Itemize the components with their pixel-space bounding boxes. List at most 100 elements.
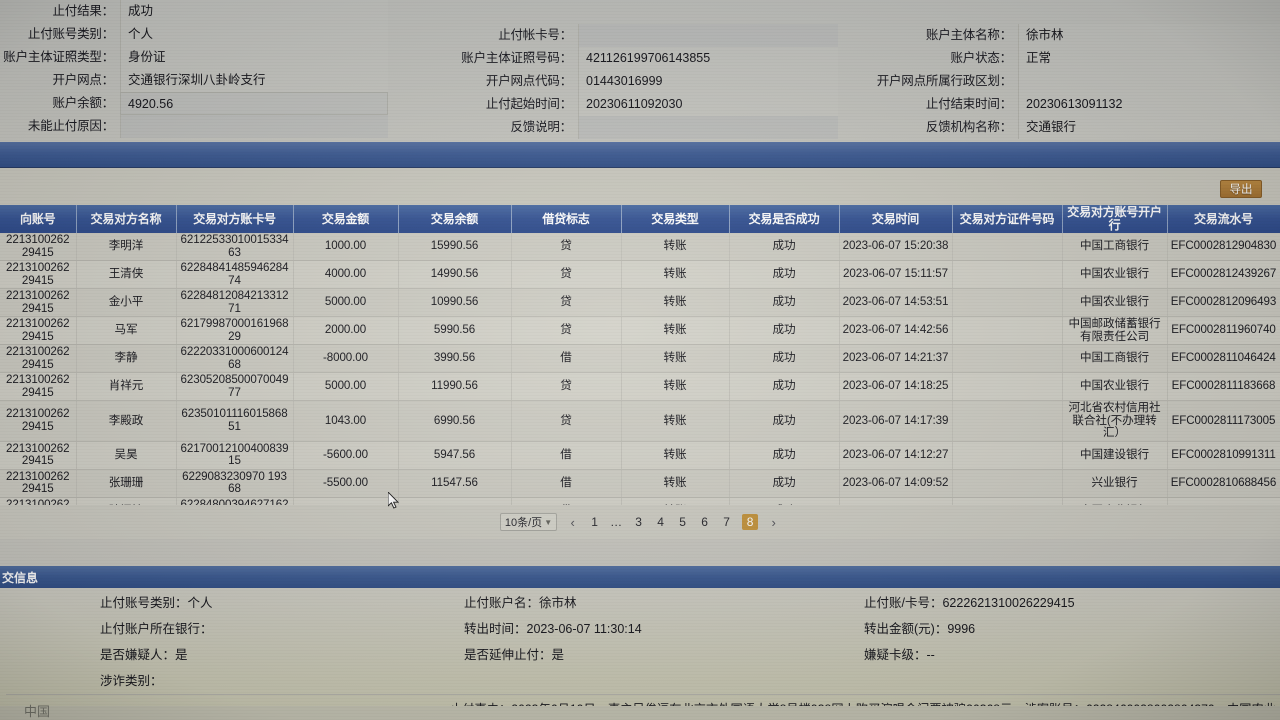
cell-id-number — [952, 372, 1063, 401]
cell-bank: 中国农业银行 — [1062, 372, 1168, 401]
table-row[interactable]: 2213100262 29415 肖祥元 6230520850007004977… — [0, 372, 1280, 401]
cell-serial: EFC0002811173005 — [1167, 400, 1280, 442]
field-label: 开户网点： — [52, 73, 114, 87]
field-label: 账户主体证照号码： — [461, 51, 572, 65]
cell-time: 2023-06-07 14:18:25 — [839, 372, 953, 401]
next-page-button[interactable]: › — [771, 514, 776, 530]
col-header-counterparty-name[interactable]: 交易对方名称 — [76, 205, 177, 233]
case-field-account-category: 止付账号类别：个人 — [100, 595, 213, 610]
table-row[interactable]: 2213100262 29415 王清侠 6228484148594628474… — [0, 260, 1280, 289]
cell-type: 转账 — [621, 344, 730, 373]
cell-time: 2023-06-07 14:17:39 — [839, 400, 953, 442]
cell-id-number — [952, 441, 1063, 470]
prev-page-button[interactable]: ‹ — [570, 514, 575, 530]
cell-type: 转账 — [621, 372, 730, 401]
case-field-transfer-amount: 转出金额(元)：9996 — [864, 621, 976, 636]
case-info-section-header: 交信息 — [0, 566, 1280, 588]
cell-type: 转账 — [621, 288, 730, 317]
cell-counterparty-name: 金小平 — [76, 288, 177, 317]
page-button-6[interactable]: 6 — [701, 515, 708, 529]
col-header-amount[interactable]: 交易金额 — [293, 205, 399, 233]
field-value: 身份证 — [120, 46, 388, 69]
field-value — [120, 115, 388, 138]
cell-type: 转账 — [621, 233, 730, 261]
cell-account: 2213100262 29415 — [0, 316, 77, 345]
cell-account: 2213100262 29415 — [0, 260, 77, 289]
field-label: 开户网点所属行政区划： — [876, 74, 1013, 88]
transaction-table-wrapper: 向账号 交易对方名称 交易对方账卡号 交易金额 交易余额 借贷标志 交易类型 交… — [0, 205, 1280, 526]
form-column-right: 账户主体名称： 徐市林 账户状态： 正常 开户网点所属行政区划： 止付结束时间：… — [860, 0, 1280, 142]
page-button-5[interactable]: 5 — [679, 515, 686, 529]
field-value: 20230613091132 — [1018, 93, 1280, 116]
col-header-balance[interactable]: 交易余额 — [398, 205, 512, 233]
form-row: 账户主体名称： 徐市林 — [860, 24, 1280, 47]
cell-serial: EFC0002810991311 — [1167, 441, 1280, 470]
form-row: 反馈说明： — [430, 116, 860, 139]
cell-amount: -8000.00 — [293, 344, 399, 373]
form-row: 止付账号类别： 个人 — [0, 23, 430, 46]
toolbar-area — [0, 168, 1280, 205]
bottom-edge-strip — [0, 706, 1280, 720]
cell-success: 成功 — [729, 344, 840, 373]
case-field-transfer-time: 转出时间：2023-06-07 11:30:14 — [464, 621, 642, 636]
col-header-counterparty-bank[interactable]: 交易对方账号开户行 — [1062, 205, 1168, 233]
stop-payment-detail-form: 止付结果： 成功 止付账号类别： 个人 账户主体证照类型： 身份证 开户网点： … — [0, 0, 1280, 142]
col-header-counterparty-id-number[interactable]: 交易对方证件号码 — [952, 205, 1063, 233]
table-row[interactable]: 2213100262 29415 李殿政 6235010111601586851… — [0, 400, 1280, 442]
field-value: 个人 — [120, 23, 388, 46]
page-button-8-active[interactable]: 8 — [742, 514, 759, 530]
cell-success: 成功 — [729, 288, 840, 317]
cell-dc-flag: 贷 — [511, 260, 622, 289]
cell-serial: EFC0002811183668 — [1167, 372, 1280, 401]
col-header-transaction-type[interactable]: 交易类型 — [621, 205, 730, 233]
cell-balance: 6990.56 — [398, 400, 512, 442]
field-label: 止付帐卡号： — [498, 28, 572, 42]
page-ellipsis[interactable]: … — [610, 515, 624, 529]
case-info-row: 止付账号类别：个人 止付账户名：徐市林 止付账/卡号：6222621310026… — [0, 588, 1280, 614]
case-info-row: 止付账户所在银行： 转出时间：2023-06-07 11:30:14 转出金额(… — [0, 614, 1280, 640]
cell-id-number — [952, 233, 1063, 261]
cell-success: 成功 — [729, 233, 840, 261]
cell-serial: EFC0002811960740 — [1167, 316, 1280, 345]
field-value: 正常 — [1018, 47, 1280, 70]
table-row[interactable]: 2213100262 29415 李静 6222033100060012468 … — [0, 344, 1280, 373]
table-row[interactable]: 2213100262 29415 吴昊 6217001210040083915 … — [0, 441, 1280, 470]
cell-counterparty-card: 6235010111601586851 — [176, 400, 294, 442]
col-header-account[interactable]: 向账号 — [0, 205, 77, 233]
cell-counterparty-name: 马军 — [76, 316, 177, 345]
col-header-success[interactable]: 交易是否成功 — [729, 205, 840, 233]
cell-counterparty-card: 6228484148594628474 — [176, 260, 294, 289]
form-row: 账户主体证照号码： 421126199706143855 — [430, 47, 860, 70]
page-button-1[interactable]: 1 — [591, 515, 598, 529]
col-header-debit-credit-flag[interactable]: 借贷标志 — [511, 205, 622, 233]
cell-bank: 中国邮政储蓄银行有限责任公司 — [1062, 316, 1168, 345]
field-label: 账户主体证照类型： — [3, 50, 114, 64]
cell-counterparty-card: 6229083230970 19368 — [176, 469, 294, 498]
page-button-3[interactable]: 3 — [635, 515, 642, 529]
table-row[interactable]: 2213100262 29415 马军 6217998700016196829 … — [0, 316, 1280, 345]
cell-amount: -5500.00 — [293, 469, 399, 498]
col-header-counterparty-card[interactable]: 交易对方账卡号 — [176, 205, 294, 233]
form-row: 止付起始时间： 20230611092030 — [430, 93, 860, 116]
cell-counterparty-card: 6228481208421331271 — [176, 288, 294, 317]
cell-account: 2213100262 29415 — [0, 288, 77, 317]
table-row[interactable]: 2213100262 29415 张珊珊 6229083230970 19368… — [0, 469, 1280, 498]
col-header-serial[interactable]: 交易流水号 — [1167, 205, 1280, 233]
cell-bank: 兴业银行 — [1062, 469, 1168, 498]
export-button[interactable]: 导出 — [1220, 180, 1262, 198]
field-label: 开户网点代码： — [485, 74, 572, 88]
cell-id-number — [952, 400, 1063, 442]
col-header-time[interactable]: 交易时间 — [839, 205, 953, 233]
case-field-suspect-card-level: 嫌疑卡级：-- — [864, 647, 935, 662]
page-size-select[interactable]: 10条/页 ▼ — [499, 513, 558, 531]
cell-time: 2023-06-07 14:09:52 — [839, 469, 953, 498]
form-row: 账户主体证照类型： 身份证 — [0, 46, 430, 69]
page-button-4[interactable]: 4 — [657, 515, 664, 529]
table-row[interactable]: 2213100262 29415 金小平 6228481208421331271… — [0, 288, 1280, 317]
cell-balance: 3990.56 — [398, 344, 512, 373]
case-info-row: 涉诈类别： — [0, 666, 1280, 692]
field-value: 20230611092030 — [578, 93, 838, 116]
table-row[interactable]: 2213100262 29415 李明洋 6212253301001533463… — [0, 233, 1280, 261]
cell-time: 2023-06-07 14:21:37 — [839, 344, 953, 373]
page-button-7[interactable]: 7 — [723, 515, 730, 529]
